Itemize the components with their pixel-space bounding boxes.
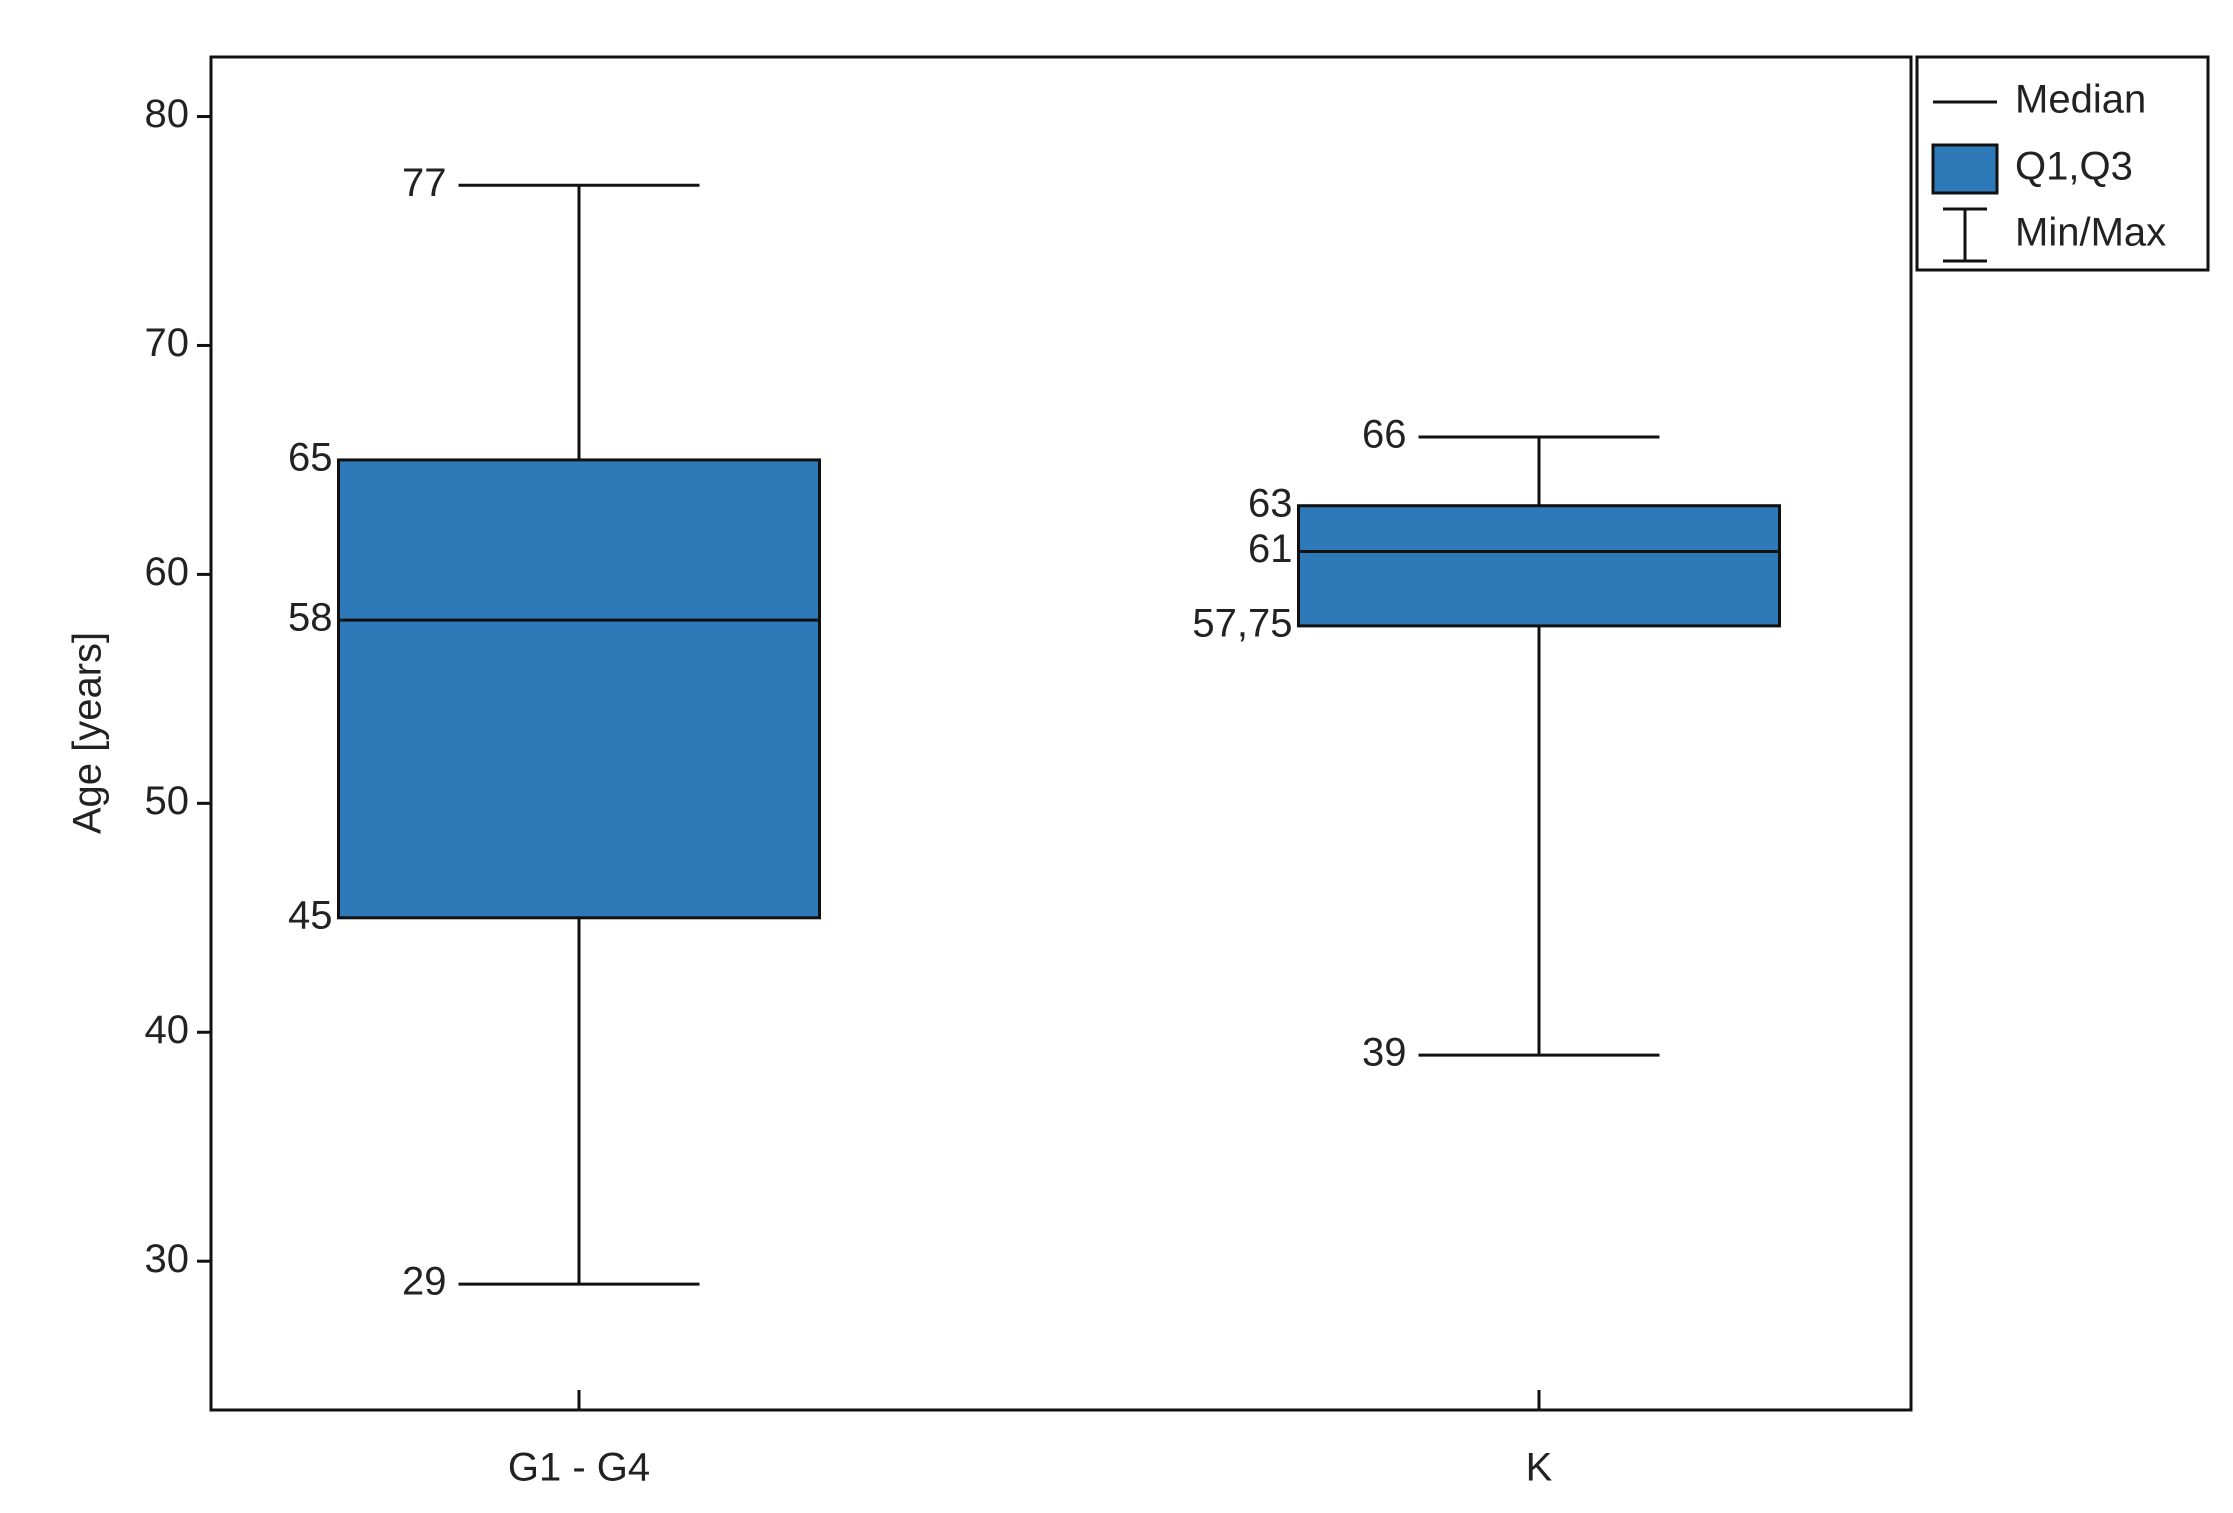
legend-label: Q1,Q3 bbox=[2015, 145, 2133, 189]
min-label: 39 bbox=[1362, 1031, 1407, 1075]
box bbox=[1297, 504, 1781, 628]
q1-label: 45 bbox=[288, 893, 333, 937]
y-axis-label: Age [years] bbox=[66, 632, 110, 834]
median-label: 58 bbox=[288, 596, 333, 640]
box bbox=[337, 458, 821, 920]
y-tick-label: 70 bbox=[145, 321, 190, 365]
max-label: 77 bbox=[402, 161, 447, 205]
y-tick-label: 80 bbox=[145, 92, 190, 136]
y-tick-label: 50 bbox=[145, 779, 190, 823]
legend-label: Median bbox=[2015, 78, 2146, 122]
q3-label: 63 bbox=[1248, 481, 1293, 525]
y-tick-label: 40 bbox=[145, 1008, 190, 1052]
max-label: 66 bbox=[1362, 413, 1407, 457]
x-tick-label: G1 - G4 bbox=[508, 1446, 650, 1490]
legend-box-symbol bbox=[1931, 143, 1999, 195]
q1-label: 57,75 bbox=[1192, 601, 1292, 645]
plot-frame bbox=[209, 55, 1913, 1412]
q3-label: 65 bbox=[288, 435, 333, 479]
legend-label: Min/Max bbox=[2015, 211, 2166, 255]
y-tick-label: 60 bbox=[145, 550, 190, 594]
median-label: 61 bbox=[1248, 527, 1293, 571]
x-tick-label: K bbox=[1526, 1446, 1553, 1490]
y-tick-label: 30 bbox=[145, 1237, 190, 1281]
min-label: 29 bbox=[402, 1260, 447, 1304]
